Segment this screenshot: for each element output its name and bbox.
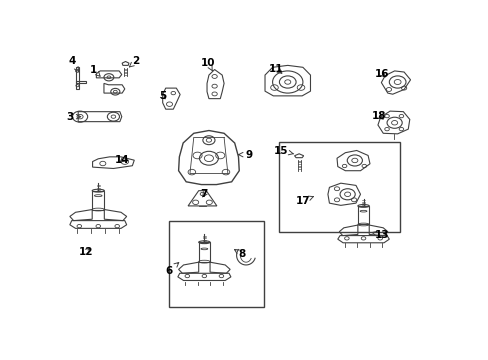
Bar: [92, 191, 104, 210]
Text: 14: 14: [115, 155, 130, 165]
Text: 5: 5: [159, 91, 166, 102]
Text: 8: 8: [234, 249, 245, 260]
Bar: [357, 206, 368, 225]
Text: 11: 11: [268, 64, 283, 74]
Text: 4: 4: [68, 56, 79, 72]
Bar: [279, 141, 400, 232]
Text: 15: 15: [273, 146, 293, 156]
Text: 10: 10: [201, 58, 215, 71]
Text: 13: 13: [371, 230, 389, 240]
Text: 12: 12: [79, 247, 93, 257]
Text: 1: 1: [89, 64, 100, 76]
Text: 18: 18: [371, 111, 385, 121]
Text: 17: 17: [295, 195, 313, 206]
Text: 6: 6: [165, 262, 179, 276]
Text: 2: 2: [129, 56, 140, 67]
Text: 7: 7: [200, 189, 207, 199]
Bar: [169, 221, 264, 307]
Text: 16: 16: [374, 69, 389, 79]
Text: 3: 3: [66, 112, 81, 122]
Bar: [198, 242, 210, 262]
Text: 9: 9: [238, 150, 252, 159]
